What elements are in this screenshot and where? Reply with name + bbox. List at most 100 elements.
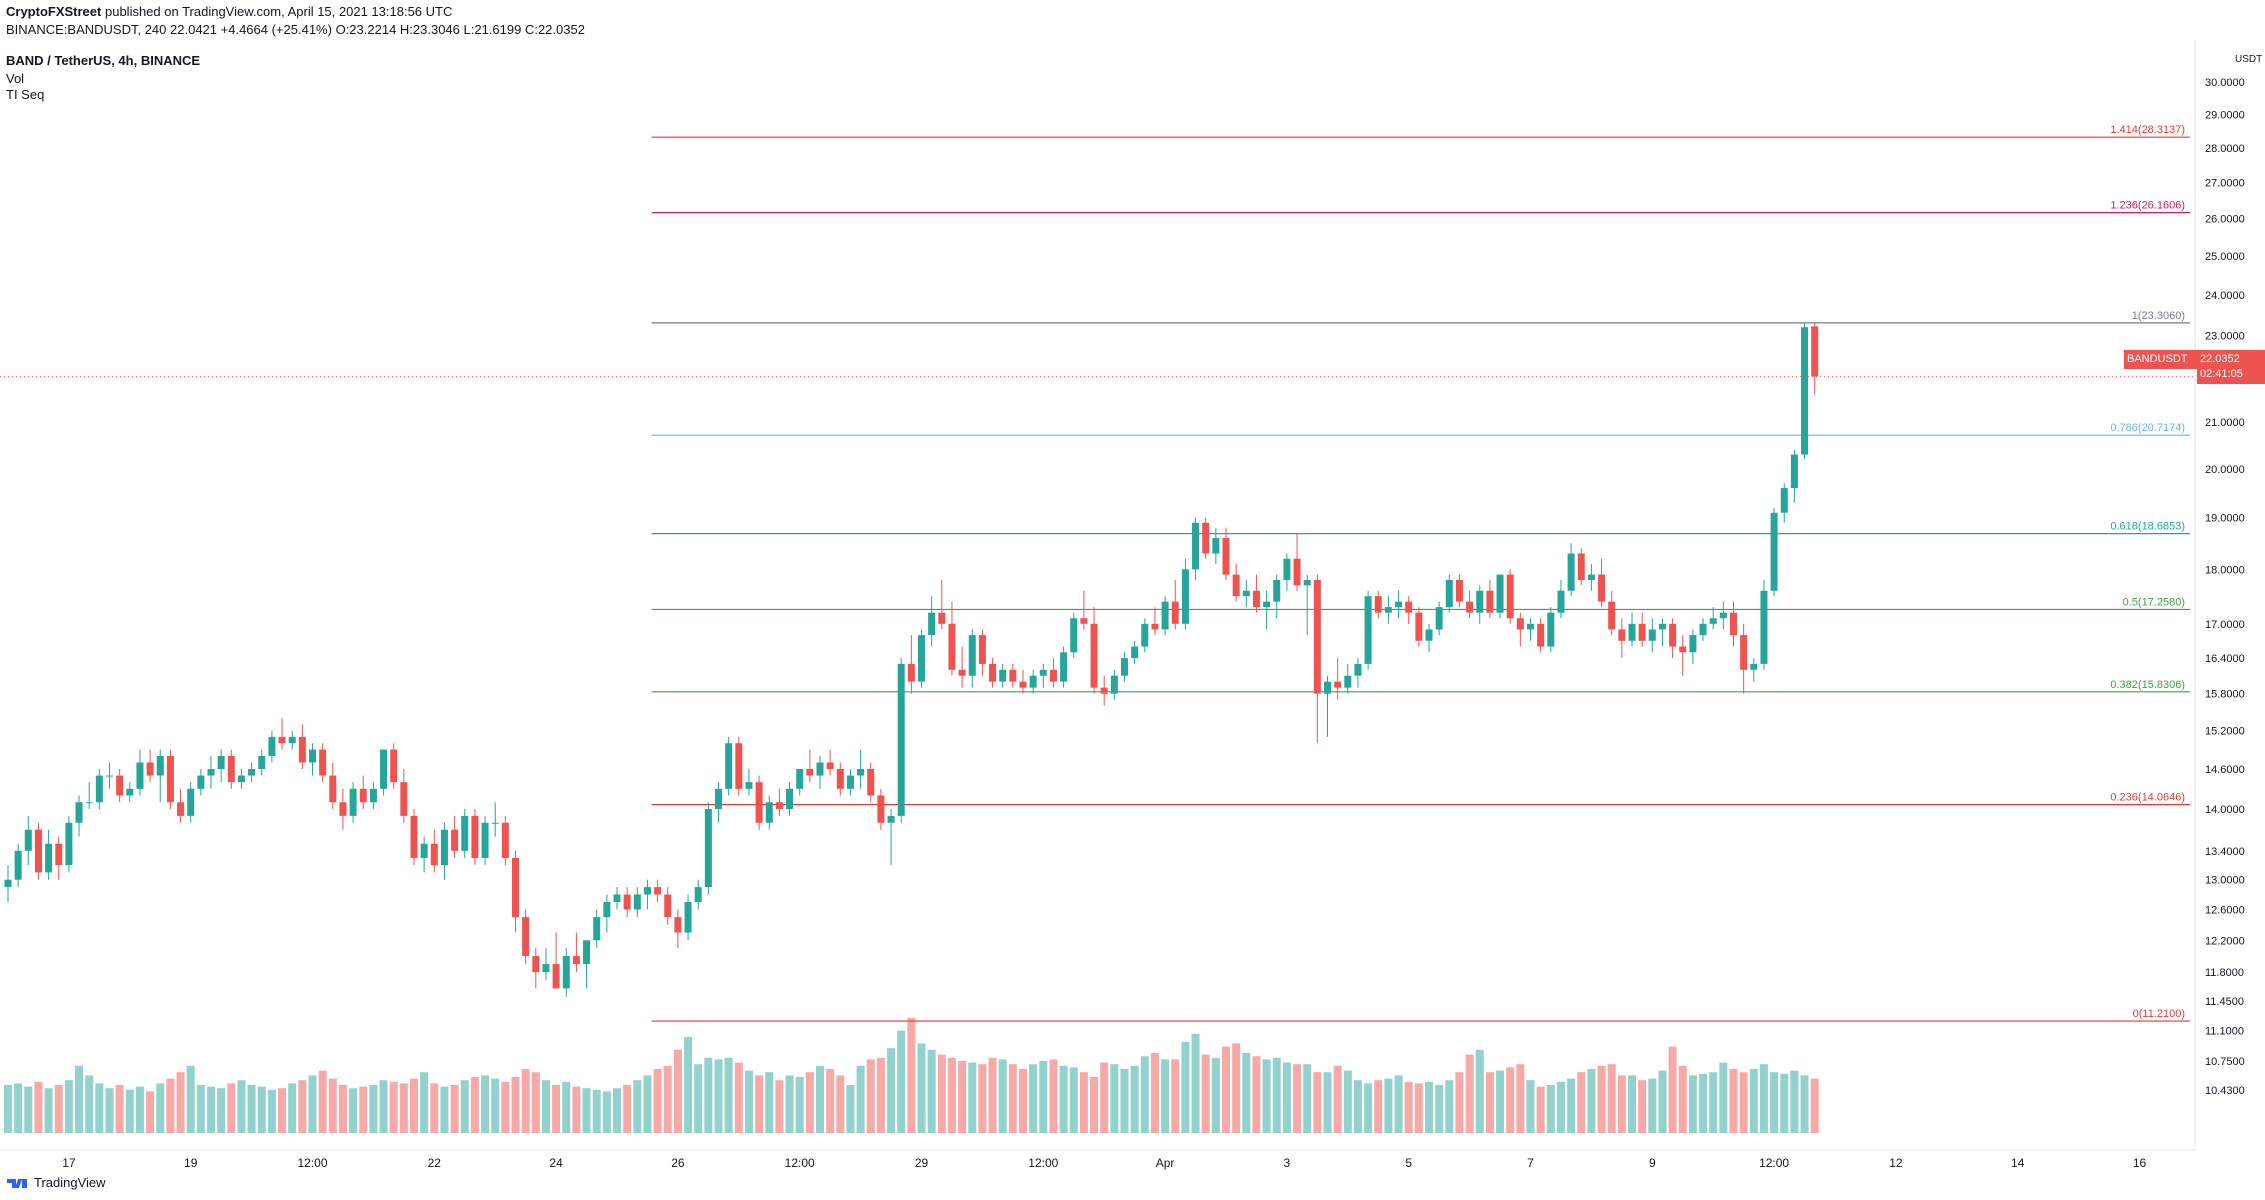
volume-bar <box>1191 1033 1200 1133</box>
volume-bar <box>531 1072 540 1133</box>
ticker-line: BINANCE:BANDUSDT, 240 <box>6 22 167 37</box>
time-tick-label: 7 <box>1527 1156 1534 1170</box>
candle-body <box>745 782 753 789</box>
volume-bar <box>1252 1056 1261 1133</box>
candle-body <box>796 768 804 789</box>
publisher-name[interactable]: CryptoFXStreet <box>6 4 102 19</box>
volume-bar <box>430 1083 439 1133</box>
volume-bar <box>1678 1065 1687 1133</box>
volume-bar <box>816 1065 824 1133</box>
candle-body <box>298 736 306 763</box>
candle-body <box>1384 607 1392 613</box>
volume-bar <box>328 1078 337 1133</box>
tradingview-brand[interactable]: TradingView <box>6 1175 106 1190</box>
candle-body <box>1811 326 1819 377</box>
volume-bar <box>785 1075 794 1133</box>
time-tick-label: 12:00 <box>1759 1156 1789 1170</box>
volume-bar <box>765 1072 774 1133</box>
volume-bar <box>663 1065 672 1133</box>
candle-body <box>1496 574 1504 613</box>
indicator-vol[interactable]: Vol <box>6 71 25 86</box>
publish-header: CryptoFXStreet published on TradingView.… <box>6 4 452 19</box>
price-badge: BANDUSDT <box>2124 350 2200 369</box>
volume-bar <box>552 1085 561 1133</box>
ticker-header: BINANCE:BANDUSDT, 240 22.0421 +4.4664 (+… <box>6 22 585 37</box>
volume-bar <box>694 1064 703 1133</box>
candle-body <box>45 843 53 873</box>
volume-bar <box>1587 1069 1596 1133</box>
volume-bar <box>54 1085 63 1133</box>
candle-body <box>1527 623 1534 630</box>
volume-bar <box>85 1075 94 1133</box>
volume-bar <box>1333 1065 1342 1133</box>
candle-body <box>968 635 976 676</box>
volume-bar <box>369 1085 378 1133</box>
volume-bar <box>1668 1046 1677 1133</box>
volume-bar <box>1749 1069 1758 1133</box>
volume-bar <box>257 1086 266 1133</box>
volume-bar <box>1059 1065 1068 1133</box>
volume-bar <box>1739 1072 1748 1133</box>
volume-bar <box>75 1065 84 1133</box>
price-tick-label: 11.1000 <box>2205 1025 2244 1037</box>
price-tick-label: 19.0000 <box>2205 513 2245 525</box>
candle-body <box>735 743 743 789</box>
volume-bar <box>988 1057 997 1133</box>
price-tick-label: 15.8000 <box>2205 689 2245 701</box>
price-tick-label: 13.0000 <box>2205 875 2245 887</box>
candle-body <box>806 768 814 776</box>
candle-body <box>359 788 367 803</box>
candle-body <box>55 843 63 866</box>
volume-bar <box>1150 1053 1159 1133</box>
volume-bar <box>1526 1080 1535 1133</box>
volume-bar <box>704 1057 713 1133</box>
indicator-tiseq[interactable]: TI Seq <box>6 87 45 102</box>
candle-body <box>501 822 509 858</box>
volume-bar <box>714 1059 723 1133</box>
volume-bar <box>379 1080 388 1133</box>
volume-bar <box>1607 1064 1616 1133</box>
candle-body <box>1506 574 1514 619</box>
price-tick-label: 16.4000 <box>2205 653 2245 665</box>
volume-bar <box>1394 1075 1403 1133</box>
volume-bar <box>186 1065 195 1133</box>
candle-body <box>258 756 266 769</box>
symbol-title: BAND / TetherUS, 4h, BINANCE <box>6 53 201 68</box>
time-axis: 17 19 12:00 22 24 26 12:00 29 12:00 Apr 3 5 7 9 12:00 1… <box>62 1156 2146 1170</box>
volume-bar <box>501 1081 510 1133</box>
volume-bar <box>1090 1077 1099 1133</box>
volume-bar <box>1810 1078 1819 1133</box>
time-tick-label: 24 <box>549 1156 563 1170</box>
time-tick-label: 26 <box>671 1156 685 1170</box>
volume-bar <box>1100 1062 1109 1133</box>
volume-bar <box>278 1088 287 1133</box>
price-badge-value: 22.0352 02:41:05 <box>2197 350 2265 384</box>
candle-body <box>95 775 103 803</box>
candle-body <box>1445 579 1453 608</box>
volume-bar <box>1079 1072 1088 1133</box>
volume-bar <box>724 1057 733 1133</box>
candle-body <box>481 822 489 858</box>
volume-bar <box>1343 1070 1352 1133</box>
volume-bar <box>1770 1072 1779 1133</box>
candle-body <box>755 782 763 823</box>
price-tick-label: 21.0000 <box>2205 417 2245 429</box>
volume-bar <box>1130 1065 1139 1133</box>
candle-body <box>1730 612 1737 636</box>
candle-body <box>380 749 388 789</box>
candle-body <box>75 802 83 823</box>
volume-bar <box>775 1080 784 1133</box>
price-change: +4.4664 (+25.41%) <box>220 22 332 37</box>
candle-body <box>65 822 73 866</box>
volume-bar <box>897 1030 906 1133</box>
candle-body <box>156 756 164 776</box>
volume-bar <box>1364 1083 1373 1133</box>
volume-bar <box>1688 1075 1697 1133</box>
price-tick-label: 14.6000 <box>2205 764 2245 776</box>
candle-body <box>24 829 32 851</box>
fib-level-label: 1.414(28.3137) <box>2110 124 2185 136</box>
candle-body <box>217 756 225 769</box>
candle-body <box>1222 538 1230 575</box>
volume-bar <box>1445 1080 1454 1133</box>
candle-body <box>106 775 113 777</box>
